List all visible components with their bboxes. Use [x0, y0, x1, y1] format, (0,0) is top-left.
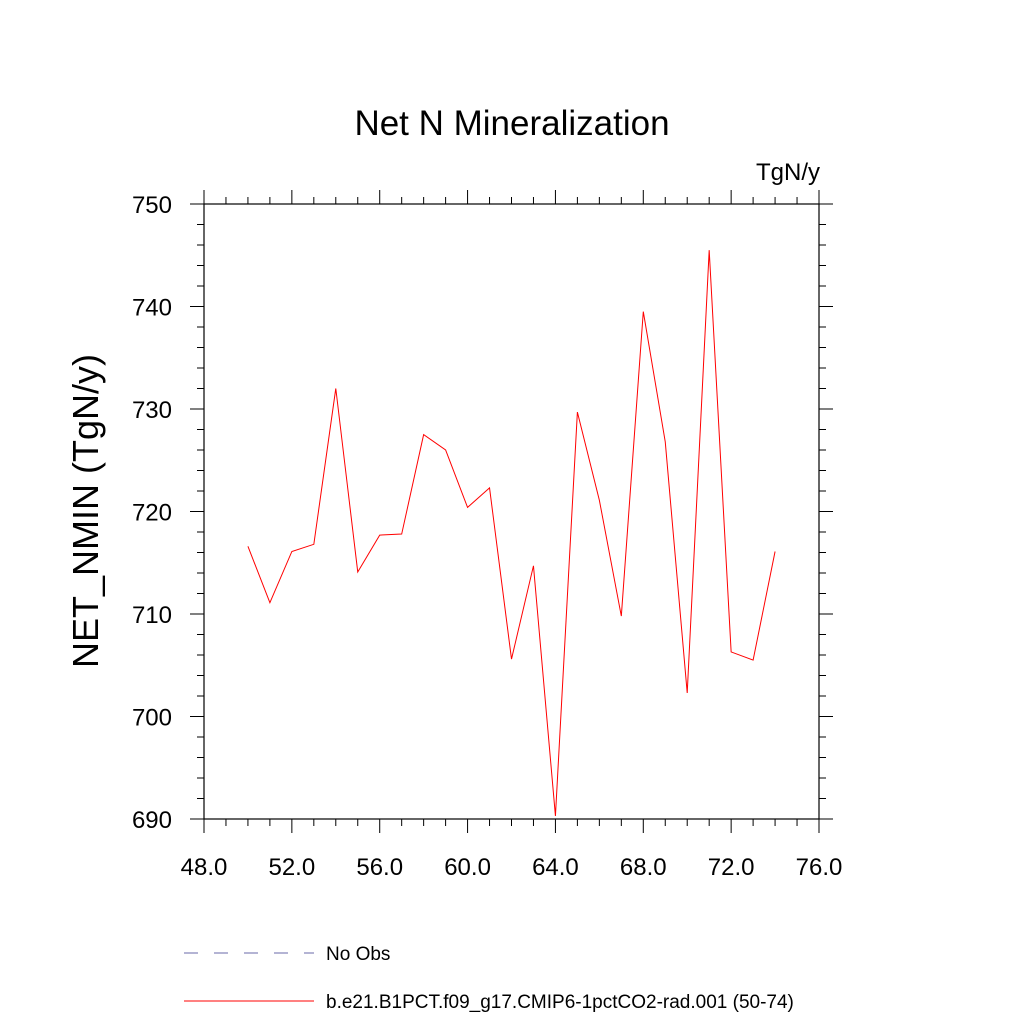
- x-tick-label: 56.0: [356, 854, 403, 881]
- x-tick-label: 52.0: [268, 854, 315, 881]
- y-tick-label: 720: [132, 500, 172, 527]
- legend-label-series: b.e21.B1PCT.f09_g17.CMIP6-1pctCO2-rad.00…: [326, 992, 794, 1013]
- y-tick-label: 730: [132, 397, 172, 424]
- units-label: TgN/y: [756, 159, 820, 186]
- y-tick-label: 700: [132, 705, 172, 732]
- x-tick-label: 76.0: [796, 854, 843, 881]
- y-tick-label: 750: [132, 192, 172, 219]
- legend: No Obs b.e21.B1PCT.f09_g17.CMIP6-1pctCO2…: [184, 944, 794, 1013]
- legend-label-no-obs: No Obs: [326, 944, 390, 965]
- x-tick-label: 60.0: [444, 854, 491, 881]
- plot-frame: [203, 203, 820, 820]
- x-tick-label: 68.0: [620, 854, 667, 881]
- x-tick-label: 72.0: [708, 854, 755, 881]
- y-axis-label: NET_NMIN (TgN/y): [65, 354, 106, 668]
- y-tick-labels: 690 700 710 720 730 740 750: [132, 192, 172, 834]
- x-tick-labels: 48.0 52.0 56.0 60.0 64.0 68.0 72.0 76.0: [181, 854, 843, 881]
- y-tick-label: 740: [132, 295, 172, 322]
- chart-title: Net N Mineralization: [354, 104, 669, 143]
- x-tick-label: 48.0: [181, 854, 228, 881]
- x-tick-label: 64.0: [532, 854, 579, 881]
- series-line: [247, 250, 776, 816]
- y-tick-label: 710: [132, 602, 172, 629]
- series-layer: [247, 250, 776, 816]
- axis-ticks: [190, 190, 833, 833]
- y-tick-label: 690: [132, 807, 172, 834]
